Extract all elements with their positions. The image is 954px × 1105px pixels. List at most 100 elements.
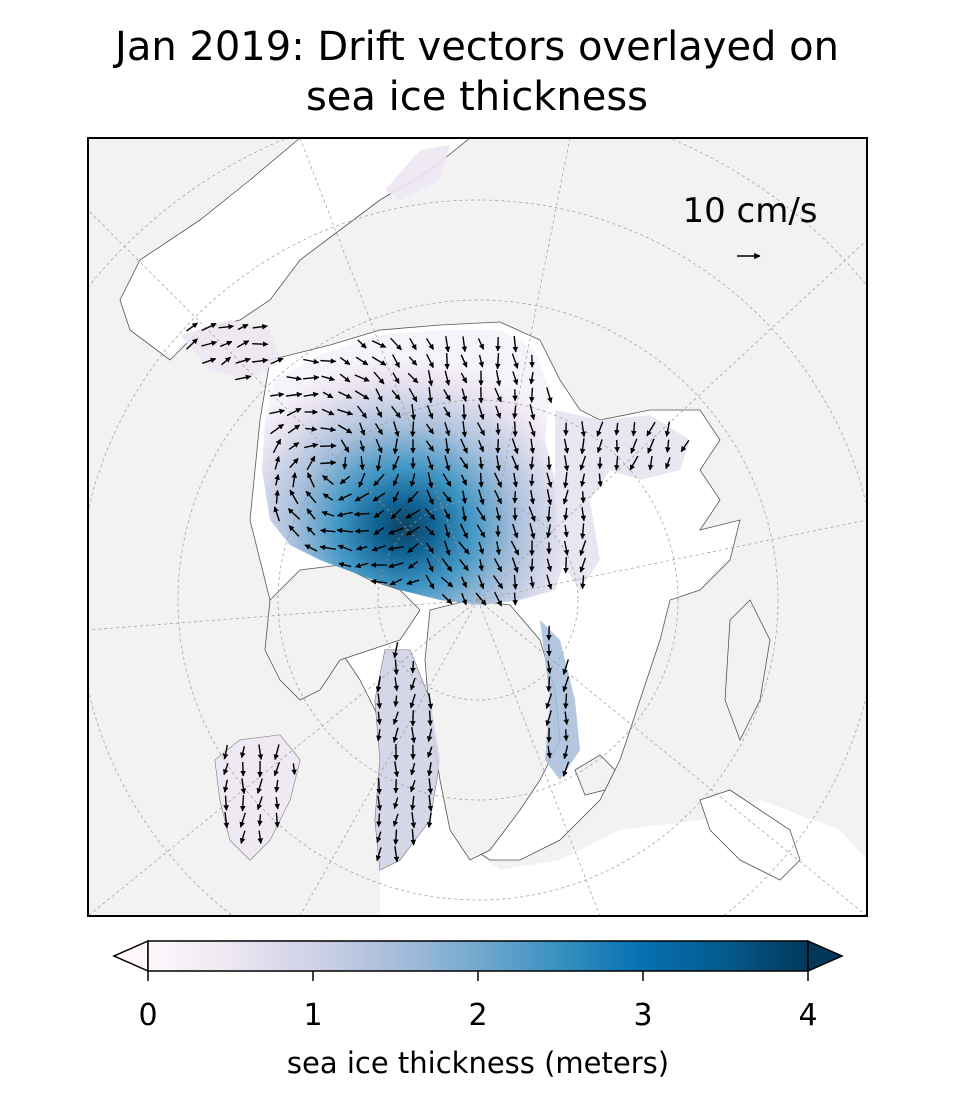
- drift-vector: [393, 846, 400, 863]
- drift-vector: [337, 493, 352, 501]
- drift-vector: [493, 591, 503, 607]
- drift-vector: [580, 507, 587, 522]
- drift-vector: [270, 357, 284, 365]
- drift-vector: [392, 455, 400, 471]
- drift-vector: [460, 576, 468, 588]
- drift-vector: [443, 540, 451, 556]
- drift-vector: [236, 340, 250, 348]
- drift-vector: [528, 421, 536, 438]
- drift-vector: [512, 574, 518, 590]
- colorbar-extend-low: [112, 939, 149, 973]
- drift-vector: [375, 406, 383, 418]
- drift-vector: [579, 557, 587, 573]
- drift-vector: [562, 676, 570, 693]
- drift-vector: [546, 387, 553, 404]
- drift-vector: [240, 746, 246, 759]
- drift-vector: [476, 506, 486, 522]
- drift-vector: [273, 506, 281, 522]
- drift-vector: [427, 387, 434, 404]
- drift-vector: [647, 455, 654, 471]
- drift-vector: [337, 408, 354, 416]
- drift-vector: [461, 404, 467, 421]
- drift-vector: [322, 475, 334, 485]
- drift-vector: [529, 456, 535, 470]
- drift-vector: [359, 422, 366, 436]
- drift-vector: [563, 557, 569, 574]
- drift-vector: [376, 693, 383, 709]
- drift-vector: [391, 405, 401, 419]
- colorbar-tick-label: 3: [633, 998, 652, 1033]
- drift-vector: [287, 424, 301, 434]
- drift-vector: [424, 507, 436, 521]
- drift-vector: [563, 507, 569, 521]
- drift-vector: [563, 711, 569, 726]
- drift-vector: [223, 795, 229, 811]
- drift-vector: [393, 677, 400, 692]
- drift-vector: [546, 660, 552, 674]
- drift-vector: [388, 527, 404, 535]
- drift-vector: [495, 405, 502, 419]
- drift-vector: [580, 523, 586, 540]
- drift-vector: [510, 540, 520, 556]
- drift-vector: [426, 353, 434, 369]
- drift-vector: [426, 455, 434, 471]
- drift-vector: [512, 371, 519, 386]
- drift-vector: [495, 541, 502, 556]
- drift-vector: [426, 728, 433, 742]
- drift-vector: [545, 710, 552, 727]
- drift-vector: [358, 472, 366, 488]
- drift-vector: [476, 524, 486, 538]
- drift-vector: [338, 561, 352, 568]
- drift-vector: [392, 372, 400, 384]
- drift-vector: [342, 456, 348, 470]
- drift-vector: [512, 335, 519, 353]
- drift-vector: [256, 796, 263, 811]
- drift-vector: [426, 762, 433, 777]
- drift-vector: [409, 473, 416, 488]
- colorbar-tick-label: 1: [303, 998, 322, 1033]
- colorbar-extend-high: [807, 939, 844, 973]
- drift-vector: [339, 475, 351, 485]
- drift-vector: [427, 472, 434, 489]
- drift-vector: [529, 474, 535, 487]
- drift-vector: [306, 508, 316, 520]
- drift-vector: [274, 474, 280, 486]
- drift-vector: [237, 323, 249, 331]
- drift-vector: [461, 506, 468, 522]
- drift-vector: [460, 438, 468, 454]
- drift-vector: [270, 391, 285, 398]
- drift-vector: [357, 339, 367, 349]
- drift-vector: [270, 423, 284, 435]
- drift-vector: [478, 440, 485, 453]
- drift-vector: [355, 562, 369, 569]
- colorbar-tick-label: 2: [468, 998, 487, 1033]
- drift-vector: [427, 370, 434, 387]
- drift-vector: [427, 710, 433, 727]
- drift-vector: [252, 357, 269, 364]
- drift-vector: [528, 506, 536, 522]
- drift-vector: [410, 421, 416, 438]
- drift-vector: [425, 338, 435, 350]
- drift-vector: [393, 797, 399, 810]
- drift-vector: [221, 356, 231, 366]
- drift-vector: [374, 423, 384, 435]
- drift-vector: [319, 443, 337, 449]
- drift-vector: [392, 727, 399, 743]
- drift-vector: [529, 489, 536, 505]
- drift-vector: [461, 490, 468, 504]
- drift-vector: [375, 847, 382, 862]
- drift-vector: [580, 421, 587, 438]
- drift-vector: [461, 421, 468, 438]
- drift-vector: [336, 527, 353, 534]
- drift-vector: [440, 576, 454, 588]
- drift-vector: [680, 440, 690, 453]
- drift-vector: [354, 492, 370, 502]
- drift-vector: [339, 373, 351, 383]
- drift-vector: [388, 562, 404, 569]
- drift-vector: [562, 472, 569, 489]
- colorbar-ticks: 0 1 2 3 4: [138, 971, 818, 1033]
- drift-vector: [291, 763, 297, 776]
- drift-vector: [511, 438, 519, 455]
- drift-vector: [354, 528, 369, 534]
- drift-vector: [546, 506, 552, 523]
